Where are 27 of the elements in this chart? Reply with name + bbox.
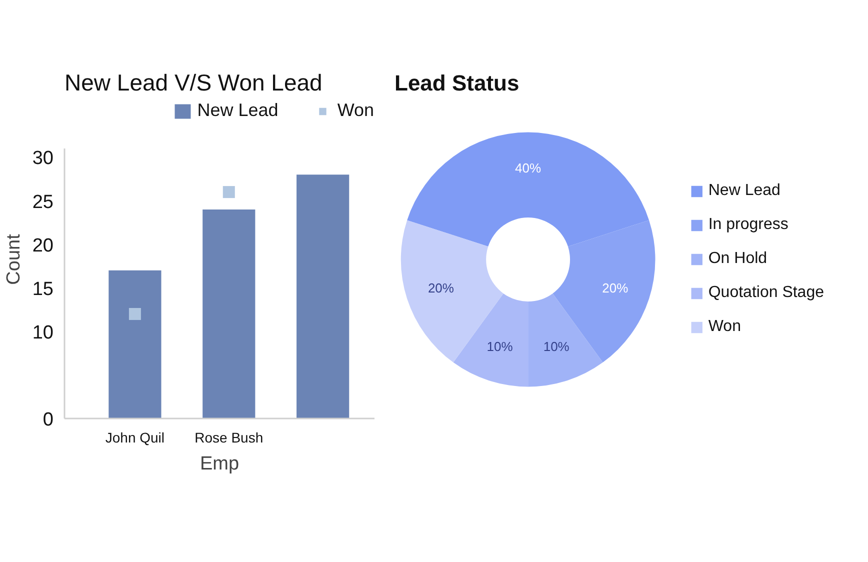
chart-title: New Lead V/S Won Lead <box>64 70 322 96</box>
y-axis-title: Count <box>3 233 24 285</box>
data-label: 10% <box>543 339 570 354</box>
legend-label: Won <box>708 318 741 336</box>
legend-label: Won <box>337 100 374 121</box>
bar <box>202 209 256 418</box>
data-label: 10% <box>486 339 514 354</box>
y-tick-label: 0 <box>42 410 54 430</box>
data-label: 20% <box>428 280 454 296</box>
bar <box>108 270 162 418</box>
x-tick-label: John Quil <box>105 430 165 446</box>
y-tick-label: 10 <box>32 322 54 344</box>
legend-label: New Lead <box>197 100 278 121</box>
legend-label: Quotation Stage <box>708 284 824 302</box>
y-tick-label: 25 <box>32 192 54 213</box>
legend-label: On Hold <box>708 250 768 268</box>
y-tick-label: 30 <box>32 148 54 170</box>
legend-label: New Lead <box>708 182 780 200</box>
legend-label: In progress <box>708 216 788 234</box>
data-label: 20% <box>602 280 629 296</box>
data-label: 40% <box>515 160 542 176</box>
y-tick-label: 15 <box>32 278 54 300</box>
bar <box>296 174 350 418</box>
x-tick-label: Rose Bush <box>194 430 264 446</box>
chart-title: Lead Status <box>394 70 520 96</box>
y-tick-label: 20 <box>32 235 54 256</box>
x-axis-title: Emp <box>200 454 240 474</box>
